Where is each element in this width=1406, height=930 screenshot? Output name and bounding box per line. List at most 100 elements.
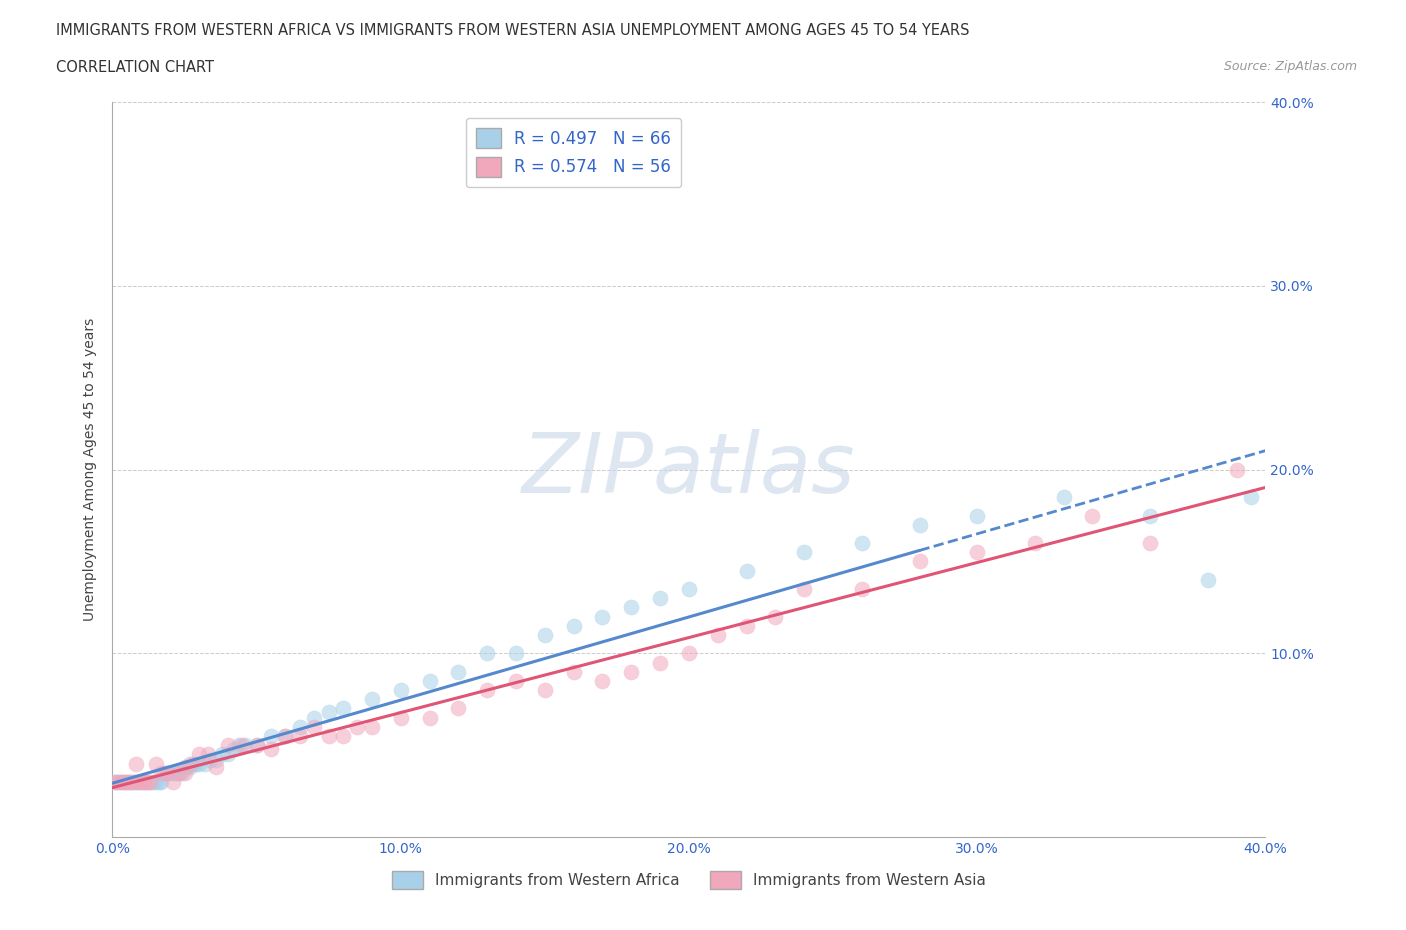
Point bbox=[179, 756, 201, 771]
Point bbox=[115, 775, 138, 790]
Point bbox=[153, 765, 176, 780]
Point bbox=[851, 536, 873, 551]
Point bbox=[127, 775, 149, 790]
Point bbox=[110, 775, 132, 790]
Point bbox=[134, 775, 156, 790]
Point bbox=[1226, 462, 1249, 477]
Point bbox=[245, 737, 267, 752]
Point bbox=[765, 609, 787, 624]
Point bbox=[165, 765, 187, 780]
Point bbox=[735, 618, 758, 633]
Point bbox=[162, 775, 184, 790]
Point bbox=[200, 752, 222, 767]
Point bbox=[121, 775, 143, 790]
Point bbox=[217, 737, 239, 752]
Point bbox=[121, 775, 143, 790]
Point bbox=[104, 775, 127, 790]
Point bbox=[592, 609, 614, 624]
Point bbox=[1081, 508, 1104, 523]
Point bbox=[231, 737, 253, 752]
Point bbox=[118, 775, 141, 790]
Point bbox=[793, 545, 815, 560]
Point bbox=[851, 581, 873, 596]
Point bbox=[156, 765, 179, 780]
Point bbox=[205, 760, 228, 775]
Point bbox=[908, 554, 931, 569]
Point bbox=[678, 581, 700, 596]
Point bbox=[136, 775, 159, 790]
Point bbox=[620, 664, 643, 679]
Point bbox=[115, 775, 138, 790]
Point bbox=[533, 683, 555, 698]
Point bbox=[1240, 490, 1263, 505]
Point bbox=[167, 765, 190, 780]
Point bbox=[136, 775, 159, 790]
Point bbox=[332, 701, 354, 716]
Point bbox=[139, 775, 162, 790]
Point bbox=[419, 673, 441, 688]
Point bbox=[1024, 536, 1046, 551]
Point bbox=[167, 765, 190, 780]
Point bbox=[139, 775, 162, 790]
Point bbox=[1139, 508, 1161, 523]
Point bbox=[648, 591, 672, 605]
Point bbox=[304, 711, 326, 725]
Legend: Immigrants from Western Africa, Immigrants from Western Asia: Immigrants from Western Africa, Immigran… bbox=[387, 865, 991, 896]
Point bbox=[150, 775, 173, 790]
Point bbox=[245, 737, 267, 752]
Point bbox=[419, 711, 441, 725]
Text: IMMIGRANTS FROM WESTERN AFRICA VS IMMIGRANTS FROM WESTERN ASIA UNEMPLOYMENT AMON: IMMIGRANTS FROM WESTERN AFRICA VS IMMIGR… bbox=[56, 23, 970, 38]
Point bbox=[475, 645, 498, 660]
Point bbox=[197, 747, 219, 762]
Point bbox=[222, 741, 245, 756]
Point bbox=[1197, 572, 1219, 588]
Point bbox=[142, 775, 165, 790]
Point bbox=[908, 517, 931, 532]
Point bbox=[562, 618, 585, 633]
Point bbox=[181, 756, 204, 771]
Point bbox=[211, 747, 233, 762]
Point bbox=[205, 752, 228, 767]
Point bbox=[288, 720, 311, 735]
Point bbox=[150, 765, 173, 780]
Point bbox=[184, 756, 207, 771]
Point bbox=[447, 701, 470, 716]
Point bbox=[260, 728, 283, 743]
Y-axis label: Unemployment Among Ages 45 to 54 years: Unemployment Among Ages 45 to 54 years bbox=[83, 318, 97, 621]
Point bbox=[274, 728, 297, 743]
Point bbox=[562, 664, 585, 679]
Point bbox=[107, 775, 129, 790]
Point bbox=[148, 775, 170, 790]
Text: CORRELATION CHART: CORRELATION CHART bbox=[56, 60, 214, 75]
Point bbox=[966, 545, 988, 560]
Point bbox=[112, 775, 135, 790]
Point bbox=[134, 775, 156, 790]
Point bbox=[127, 775, 149, 790]
Point bbox=[533, 628, 555, 643]
Text: Source: ZipAtlas.com: Source: ZipAtlas.com bbox=[1223, 60, 1357, 73]
Point bbox=[389, 711, 412, 725]
Point bbox=[318, 728, 340, 743]
Point bbox=[188, 756, 211, 771]
Point bbox=[124, 775, 146, 790]
Point bbox=[228, 737, 250, 752]
Point bbox=[260, 741, 283, 756]
Point bbox=[505, 645, 527, 660]
Point bbox=[104, 775, 127, 790]
Point bbox=[793, 581, 815, 596]
Point bbox=[173, 765, 195, 780]
Point bbox=[389, 683, 412, 698]
Point bbox=[118, 775, 141, 790]
Point bbox=[170, 765, 193, 780]
Point bbox=[332, 728, 354, 743]
Point bbox=[620, 600, 643, 615]
Point bbox=[124, 756, 146, 771]
Point bbox=[966, 508, 988, 523]
Point bbox=[288, 728, 311, 743]
Point bbox=[648, 655, 672, 670]
Point bbox=[274, 728, 297, 743]
Point bbox=[346, 720, 368, 735]
Point bbox=[475, 683, 498, 698]
Point bbox=[107, 775, 129, 790]
Point bbox=[217, 747, 239, 762]
